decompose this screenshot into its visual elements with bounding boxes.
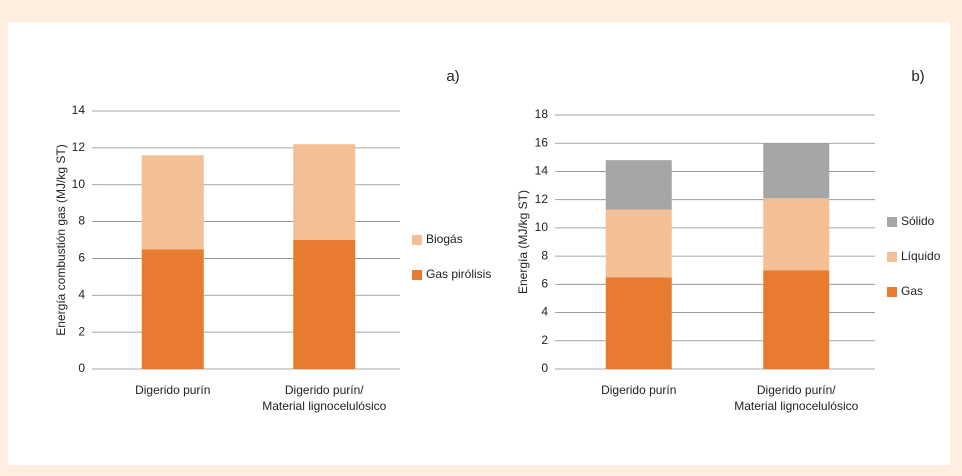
y-tick-label: 2 [541,333,548,347]
legend-label: Sólido [901,214,935,228]
legend-swatch [887,252,897,262]
legend-label: Gas [901,284,923,298]
legend-swatch [887,287,897,297]
y-tick-label: 12 [535,192,549,206]
x-tick-label: Material lignocelulósico [262,399,386,413]
bar-segment [141,155,204,250]
bar-segment [293,240,356,369]
y-tick-label: 0 [541,361,548,375]
bar-segment [293,144,356,240]
panel-label: a) [446,68,459,85]
legend-swatch [412,270,422,280]
bar-segment [141,249,204,369]
bar-segment [605,160,672,210]
y-tick-label: 8 [541,248,548,262]
y-tick-label: 14 [535,164,549,178]
y-tick-label: 6 [78,251,85,265]
bar-segment [605,209,672,278]
y-tick-label: 18 [535,107,549,121]
legend-swatch [887,217,897,227]
y-tick-label: 10 [72,177,86,191]
y-tick-label: 2 [78,324,85,338]
legend-label: Biogás [426,232,463,246]
y-axis-label: Energía (MJ/kg ST) [516,190,530,294]
y-tick-label: 4 [541,305,548,319]
y-tick-label: 8 [78,214,85,228]
legend-label: Gas pirólisis [426,267,491,281]
x-tick-label: Digerido purín/ [285,383,364,397]
bar-segment [763,143,830,199]
y-tick-label: 10 [535,220,549,234]
legend-label: Líquido [901,249,941,263]
y-tick-label: 4 [78,287,85,301]
y-tick-label: 14 [72,103,86,117]
bar-segment [763,270,830,369]
y-tick-label: 12 [72,140,86,154]
x-tick-label: Digerido purín [601,383,676,397]
y-tick-label: 0 [78,361,85,375]
x-tick-label: Digerido purín/ [757,383,836,397]
legend-swatch [412,235,422,245]
y-tick-label: 6 [541,277,548,291]
y-tick-label: 16 [535,135,549,149]
x-tick-label: Digerido purín [135,383,210,397]
bar-segment [763,198,830,271]
panel-label: b) [911,68,924,85]
y-axis-label: Energía combustión gas (MJ/kg ST) [54,144,68,335]
x-tick-label: Material lignocelulósico [734,399,858,413]
bar-segment [605,277,672,369]
